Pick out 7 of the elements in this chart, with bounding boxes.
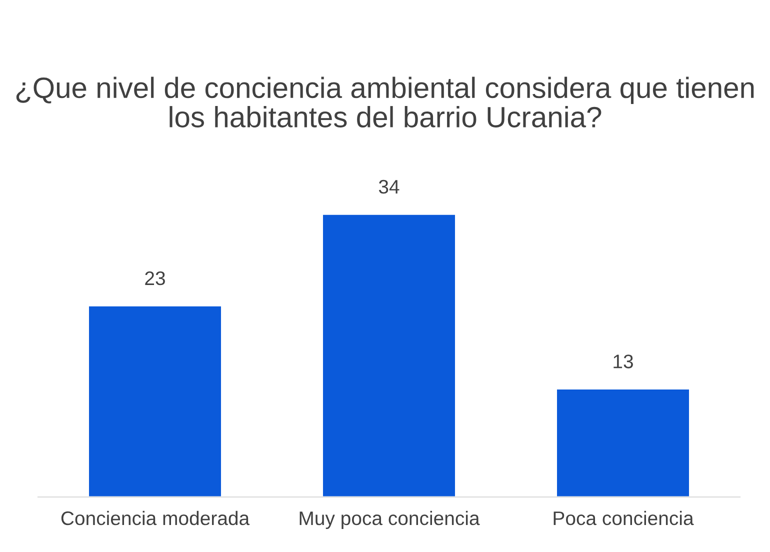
data-label: 23	[145, 271, 165, 286]
x-tick-label: Conciencia moderada	[61, 510, 250, 526]
x-tick-label: Poca conciencia	[554, 510, 694, 526]
x-tick-label: Muy poca conciencia	[300, 510, 480, 530]
chart-title: ¿Que nivel de conciencia ambiental considera que tienen los habitantes del barrio Ucrania?	[16, 76, 754, 128]
data-label: 34	[378, 180, 400, 194]
data-label: 13	[614, 354, 633, 368]
